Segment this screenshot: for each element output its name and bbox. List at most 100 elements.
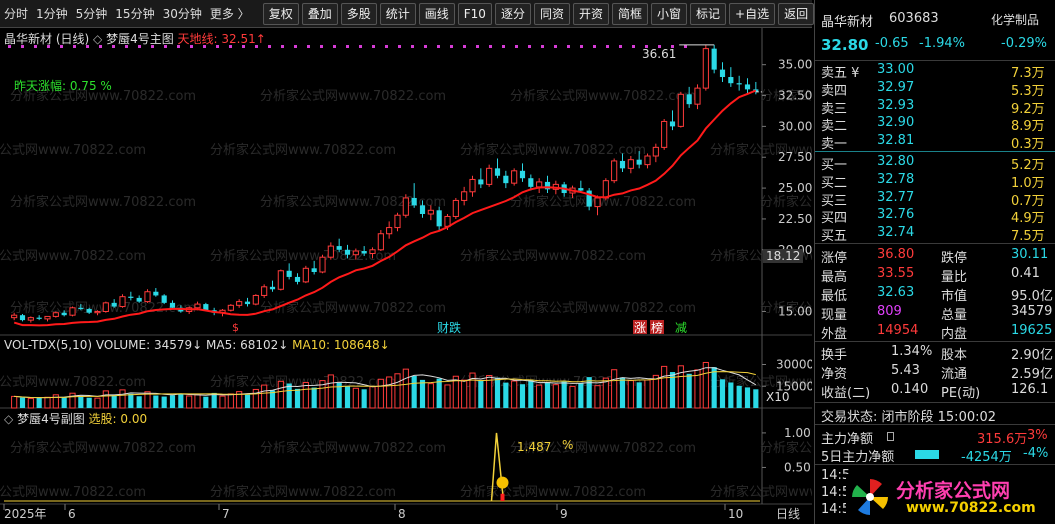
volume-bar xyxy=(78,395,84,408)
simple-frame-button[interactable]: 简框 xyxy=(611,2,648,25)
bid-level-row: 买二 32.78 1.0万 xyxy=(815,172,1055,191)
back-button[interactable]: 返回 xyxy=(778,2,815,25)
ask-volume: 0.3万 xyxy=(1011,137,1045,153)
mark-button[interactable]: 标记 xyxy=(690,2,727,25)
period-30min[interactable]: 30分钟 xyxy=(162,6,202,21)
volume-bar xyxy=(269,390,276,408)
candle-body xyxy=(252,294,259,305)
fundamental-row: 收益(二) 0.140 PE(动) 126.1 xyxy=(815,382,1055,401)
volume-bar xyxy=(669,372,676,408)
ask-label: 卖四 xyxy=(821,83,848,99)
divider xyxy=(815,60,1055,61)
ask-level-row: 卖一 32.81 0.3万 xyxy=(815,133,1055,153)
signal-dot xyxy=(385,45,388,48)
ask-label: 卖二 xyxy=(821,119,848,135)
period-fenshi[interactable]: 分时 xyxy=(4,6,29,21)
date-label: 2025年 xyxy=(4,507,47,521)
stat-label: 现量 xyxy=(821,308,848,323)
watermark-text: 分析家公式网www.70822.com xyxy=(510,440,696,456)
period-5min[interactable]: 5分钟 xyxy=(75,6,108,21)
volume-bar xyxy=(486,375,493,409)
signal-dot xyxy=(255,45,258,48)
watermark-text: 分析家公式网www.70822.com xyxy=(460,248,646,264)
candle-body xyxy=(319,256,326,273)
candle-body xyxy=(494,168,501,176)
tick-time: 14:5 xyxy=(821,502,851,517)
candle-body xyxy=(203,304,209,311)
annotation-jian: 减 xyxy=(675,321,687,335)
volume-bar xyxy=(711,367,717,408)
fuquan-button[interactable]: 复权 xyxy=(262,2,299,25)
volume-bar xyxy=(619,377,626,408)
candle-body xyxy=(78,307,84,310)
bid-level-row: 买四 32.76 4.9万 xyxy=(815,207,1055,226)
draw-line-button[interactable]: 画线 xyxy=(418,2,455,25)
candle-body xyxy=(728,77,734,84)
ask-level-row: 卖二 32.90 8.9万 xyxy=(815,115,1055,135)
volume-bar xyxy=(311,387,317,408)
candle-body xyxy=(436,210,442,227)
period-15min[interactable]: 15分钟 xyxy=(115,6,155,21)
signal-dot xyxy=(86,45,89,48)
sub-indicator-name[interactable]: 梦蜃4号副图 xyxy=(17,412,85,426)
tick-row: 14:5 xyxy=(815,502,1055,519)
period-1min[interactable]: 1分钟 xyxy=(36,6,68,21)
candle-body xyxy=(336,246,342,250)
fund-value: 2.59亿 xyxy=(1011,367,1053,382)
bid-level-row: 买一 32.80 5.2万 xyxy=(815,154,1055,173)
stat-label: 跌停 xyxy=(941,251,968,266)
volume-bar xyxy=(452,375,459,409)
candle-body xyxy=(528,178,534,187)
volume-bar xyxy=(286,383,292,408)
signal-dot xyxy=(463,45,466,48)
fund-value: 5.43 xyxy=(891,363,920,378)
stat-value: 36.80 xyxy=(877,247,915,262)
candle-body xyxy=(327,245,334,258)
tongzi-button[interactable]: 同资 xyxy=(533,2,570,25)
signal-dot xyxy=(346,45,349,48)
stat-value: 95.0亿 xyxy=(1011,289,1053,304)
main-flow-value: 315.6万 xyxy=(977,432,1028,447)
volume-bar xyxy=(327,374,334,409)
volume-bar xyxy=(586,377,592,408)
trade-status-text: 交易状态: 闭市阶段 15:00:02 xyxy=(821,410,997,425)
volume-bar xyxy=(602,377,609,409)
ask-volume: 9.2万 xyxy=(1011,101,1045,117)
add-watchlist-button[interactable]: +自选 xyxy=(729,2,776,25)
fund-value: 0.140 xyxy=(891,382,929,397)
volume-bar xyxy=(27,398,34,409)
kline-chart[interactable]: 分析家公式网www.70822.com 分析家公式网www.70822.com 分析… xyxy=(0,28,812,524)
multi-stock-button[interactable]: 多股 xyxy=(340,2,377,25)
sector-name[interactable]: 化学制品 xyxy=(991,13,1040,27)
volume-bar xyxy=(478,380,484,408)
signal-dot xyxy=(216,45,219,48)
bid-price: 32.80 xyxy=(877,154,915,169)
f10-button[interactable]: F10 xyxy=(457,2,492,25)
stat-value: 19625 xyxy=(1011,323,1053,338)
stat-value: 33.55 xyxy=(877,266,915,281)
indicator-name[interactable]: 梦蜃4号主图 xyxy=(106,32,174,46)
candle-body xyxy=(719,69,726,78)
volume-bar xyxy=(511,380,518,409)
volume-indicator-name[interactable]: VOL-TDX(5,10) xyxy=(4,338,93,352)
candle-body xyxy=(27,317,34,321)
overlay-button[interactable]: 叠加 xyxy=(301,2,338,25)
kaizi-button[interactable]: 开资 xyxy=(572,2,609,25)
period-more[interactable]: 更多 〉 xyxy=(209,6,250,21)
volume-bar xyxy=(52,394,59,409)
stats-button[interactable]: 统计 xyxy=(379,2,416,25)
candle-body xyxy=(394,214,401,229)
watermark-text: 分析家公式网www.70822.com xyxy=(0,374,146,390)
watermark-text: 分析家公式网www.70822.com xyxy=(210,142,396,158)
ask-price: 33.00 xyxy=(877,62,915,77)
price-tick-label: 27.50 xyxy=(778,150,812,164)
volume-bar xyxy=(344,386,351,408)
five-day-flow-bar-icon xyxy=(915,450,939,459)
volume-bar xyxy=(578,382,584,408)
small-window-button[interactable]: 小窗 xyxy=(651,2,688,25)
by-minute-button[interactable]: 逐分 xyxy=(494,2,531,25)
candle-body xyxy=(11,314,18,319)
ma10-value: MA10: 108648↓ xyxy=(292,338,390,352)
main-flow-label: 主力净额 xyxy=(821,432,874,447)
five-day-flow-value: -4254万 xyxy=(961,450,1012,465)
